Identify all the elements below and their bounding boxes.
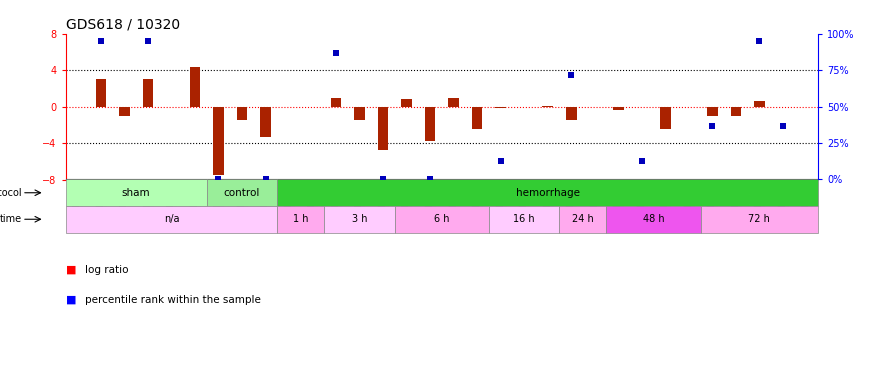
Bar <box>190 68 200 106</box>
Bar <box>66 206 277 232</box>
Text: n/a: n/a <box>164 214 179 224</box>
Text: 24 h: 24 h <box>572 214 594 224</box>
Bar <box>566 106 577 120</box>
Bar <box>472 106 482 129</box>
Bar <box>402 99 412 106</box>
Bar <box>495 106 506 108</box>
Text: protocol: protocol <box>0 188 22 198</box>
Text: 3 h: 3 h <box>352 214 367 224</box>
Bar <box>277 180 818 206</box>
Text: log ratio: log ratio <box>85 265 129 275</box>
Bar <box>731 106 741 116</box>
Text: GDS618 / 10320: GDS618 / 10320 <box>66 17 179 31</box>
Text: ■: ■ <box>66 295 76 305</box>
Bar <box>378 106 388 150</box>
Bar <box>66 180 206 206</box>
Bar <box>143 79 153 106</box>
Bar <box>448 98 458 106</box>
Bar <box>277 206 325 232</box>
Bar <box>325 206 395 232</box>
Bar <box>395 206 489 232</box>
Text: 6 h: 6 h <box>434 214 450 224</box>
Bar <box>119 106 130 116</box>
Text: 72 h: 72 h <box>748 214 770 224</box>
Text: control: control <box>224 188 260 198</box>
Bar <box>660 106 670 129</box>
Bar <box>214 106 224 175</box>
Bar <box>237 106 248 120</box>
Bar <box>354 106 365 120</box>
Bar <box>701 206 818 232</box>
Text: ■: ■ <box>66 265 76 275</box>
Text: sham: sham <box>122 188 150 198</box>
Bar <box>331 98 341 106</box>
Text: 1 h: 1 h <box>293 214 309 224</box>
Text: percentile rank within the sample: percentile rank within the sample <box>85 295 261 305</box>
Bar <box>559 206 606 232</box>
Text: time: time <box>0 214 22 224</box>
Bar <box>95 79 106 106</box>
Bar <box>425 106 436 141</box>
Bar <box>489 206 559 232</box>
Bar <box>206 180 277 206</box>
Text: 16 h: 16 h <box>514 214 535 224</box>
Bar <box>707 106 717 116</box>
Text: 48 h: 48 h <box>643 214 664 224</box>
Text: hemorrhage: hemorrhage <box>515 188 580 198</box>
Bar <box>613 106 624 110</box>
Bar <box>606 206 701 232</box>
Bar <box>754 101 765 106</box>
Bar <box>260 106 270 136</box>
